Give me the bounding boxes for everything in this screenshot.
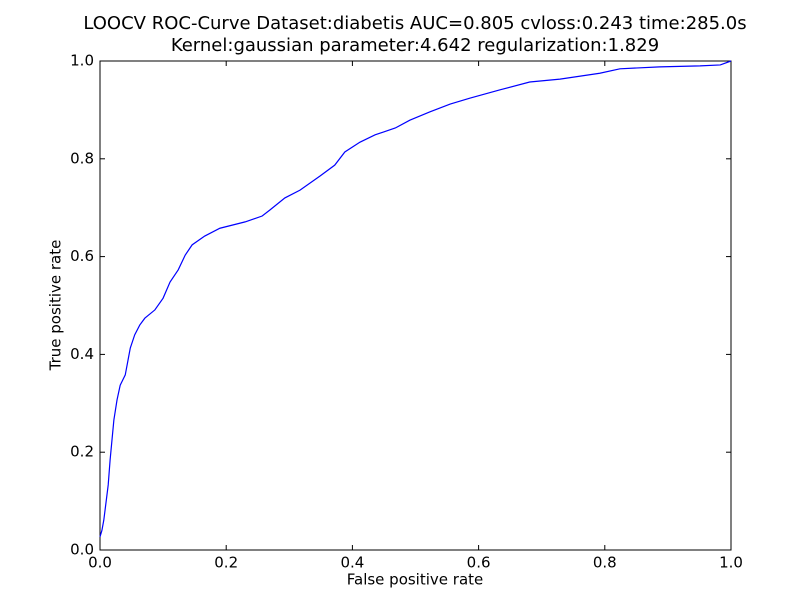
y-tick-label: 0.2 [70, 443, 94, 461]
plot-frame [99, 60, 732, 551]
x-tick-label: 0.8 [593, 554, 617, 572]
y-axis-label: True positive rate [47, 240, 65, 372]
x-tick-label: 0.0 [88, 554, 112, 572]
y-tick-label: 0.6 [70, 247, 94, 265]
y-tick-label: 1.0 [70, 52, 94, 70]
chart-subtitle: Kernel:gaussian parameter:4.642 regulari… [171, 35, 659, 56]
roc-curve [99, 60, 732, 537]
x-tick-label: 0.4 [340, 554, 364, 572]
y-tick-label: 0.0 [70, 541, 94, 559]
x-tick-label: 1.0 [719, 554, 743, 572]
x-tick-label: 0.2 [214, 554, 238, 572]
y-tick-label: 0.4 [70, 345, 94, 363]
x-tick-label: 0.6 [467, 554, 491, 572]
y-tick-label: 0.8 [70, 149, 94, 167]
chart-title: LOOCV ROC-Curve Dataset:diabetis AUC=0.8… [83, 13, 746, 34]
x-axis-label: False positive rate [347, 571, 484, 589]
